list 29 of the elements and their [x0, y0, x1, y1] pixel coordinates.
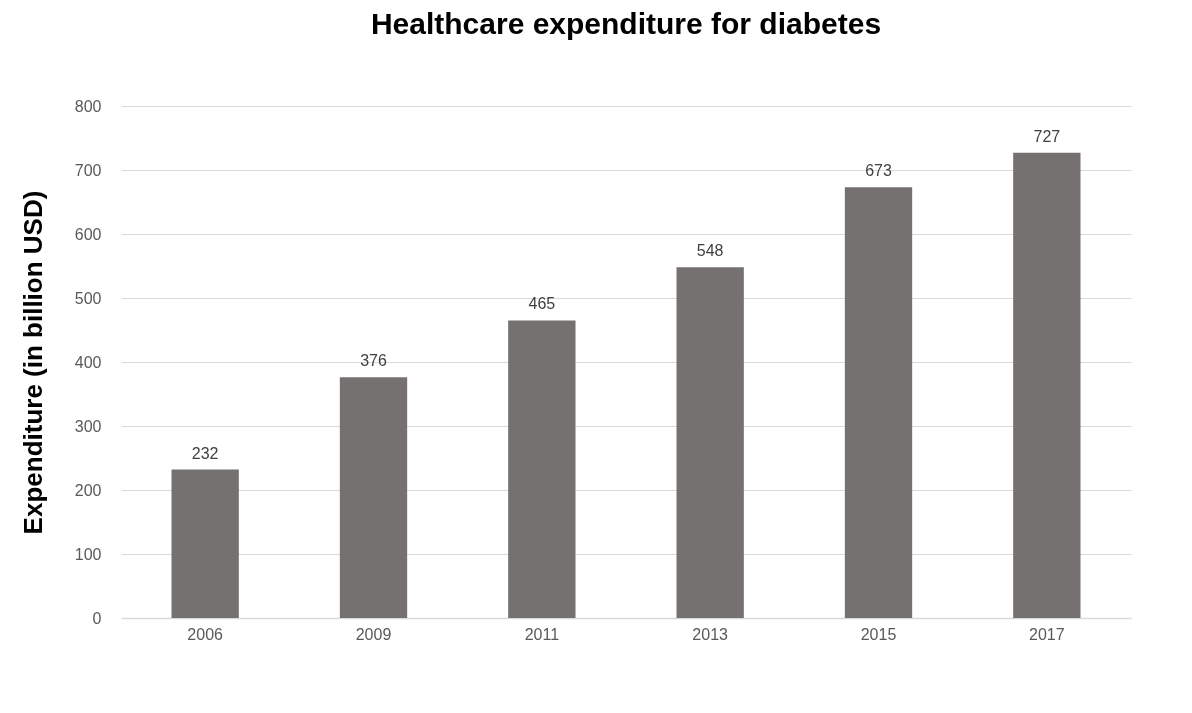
- data-label: 376: [360, 352, 387, 370]
- y-tick-label: 100: [74, 545, 102, 563]
- x-tick-label: 2006: [187, 625, 224, 643]
- y-tick-label: 300: [74, 417, 102, 435]
- x-tick-label: 2015: [860, 625, 897, 643]
- x-tick-label: 2009: [355, 625, 392, 643]
- chart-title: Healthcare expenditure for diabetes: [370, 7, 882, 40]
- y-tick-label: 0: [92, 609, 102, 627]
- y-tick-label: 500: [74, 289, 102, 307]
- y-tick-label: 400: [74, 353, 102, 371]
- x-tick-label: 2011: [524, 625, 560, 643]
- bar: [1013, 152, 1081, 618]
- bar: [676, 267, 744, 618]
- y-tick-label: 800: [74, 97, 102, 115]
- y-axis-title: Expenditure (in billion USD): [17, 190, 48, 535]
- bar: [339, 377, 408, 618]
- data-label: 232: [191, 444, 219, 462]
- bar: [508, 320, 576, 618]
- x-tick-label: 2013: [692, 625, 729, 643]
- data-label: 465: [528, 295, 556, 313]
- y-tick-label: 700: [74, 161, 102, 179]
- data-label: 727: [1033, 127, 1061, 145]
- data-label: 548: [696, 242, 724, 260]
- y-tick-label: 200: [74, 481, 102, 499]
- bar: [844, 187, 913, 618]
- y-tick-label: 600: [74, 225, 102, 243]
- data-label: 673: [865, 162, 892, 180]
- x-tick-label: 2017: [1029, 625, 1065, 643]
- bar: [171, 469, 239, 618]
